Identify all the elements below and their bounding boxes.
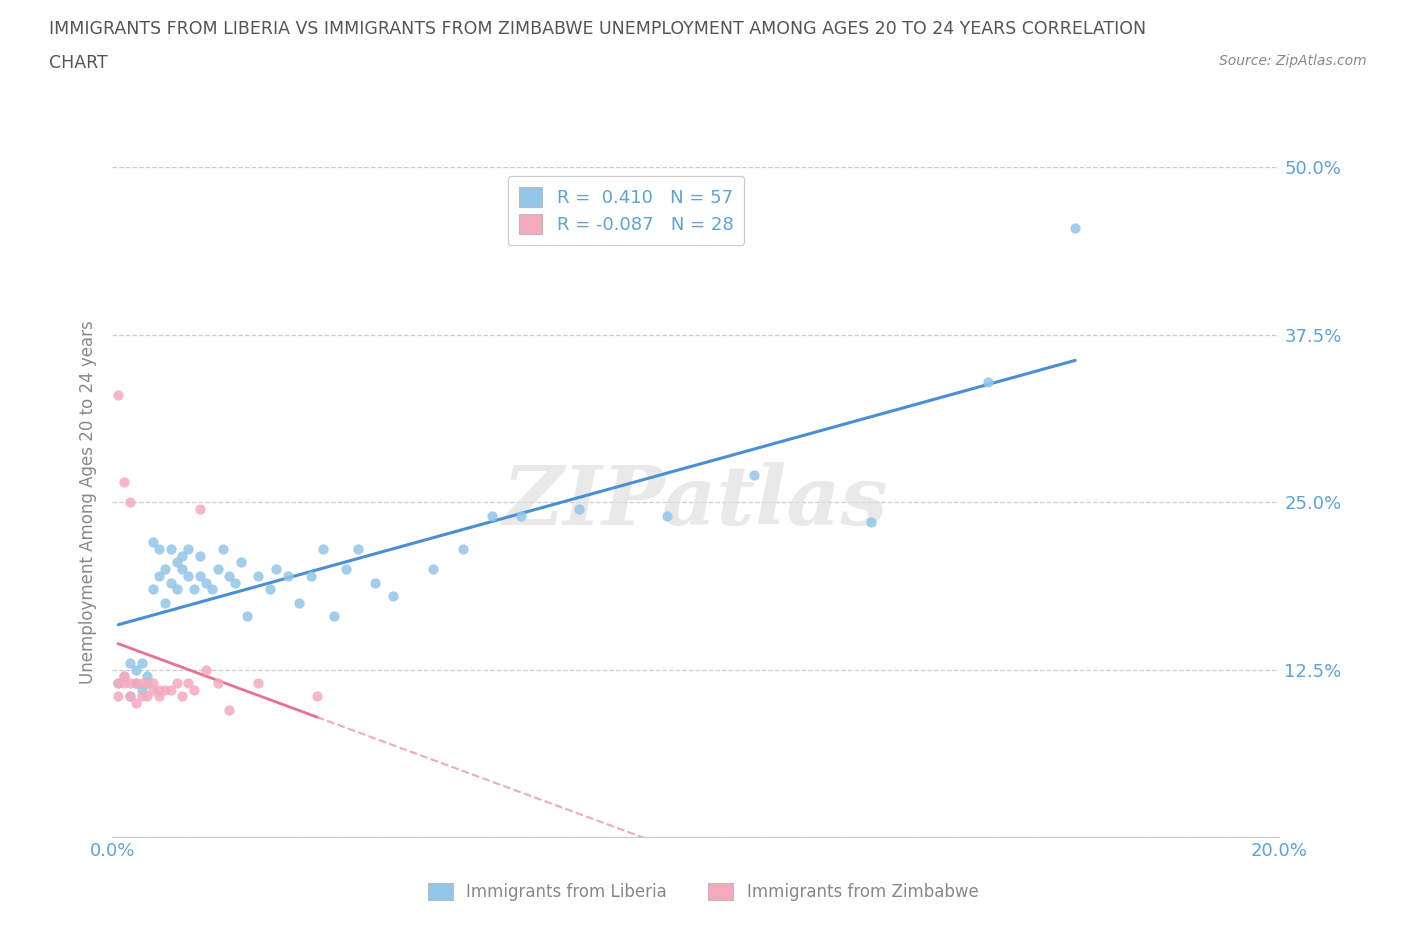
Point — [742, 468, 765, 483]
Point — [136, 669, 159, 684]
Legend: Immigrants from Liberia, Immigrants from Zimbabwe: Immigrants from Liberia, Immigrants from… — [420, 876, 986, 908]
Point — [172, 549, 194, 564]
Point — [194, 662, 217, 677]
Point — [136, 689, 159, 704]
Point — [118, 675, 141, 690]
Point — [188, 568, 211, 583]
Point — [218, 568, 240, 583]
Point — [422, 562, 444, 577]
Point — [323, 608, 346, 623]
Text: Source: ZipAtlas.com: Source: ZipAtlas.com — [1219, 54, 1367, 68]
Legend: R =  0.410   N = 57, R = -0.087   N = 28: R = 0.410 N = 57, R = -0.087 N = 28 — [508, 177, 744, 246]
Point — [183, 683, 205, 698]
Point — [131, 656, 153, 671]
Point — [235, 608, 257, 623]
Point — [859, 515, 883, 530]
Point — [153, 562, 176, 577]
Point — [148, 568, 170, 583]
Point — [166, 582, 188, 597]
Point — [112, 669, 135, 684]
Point — [655, 508, 678, 523]
Point — [1064, 220, 1087, 235]
Point — [568, 501, 591, 516]
Text: CHART: CHART — [49, 54, 108, 72]
Point — [142, 683, 165, 698]
Y-axis label: Unemployment Among Ages 20 to 24 years: Unemployment Among Ages 20 to 24 years — [79, 320, 97, 684]
Point — [207, 562, 229, 577]
Point — [247, 568, 270, 583]
Point — [131, 675, 153, 690]
Point — [381, 589, 404, 604]
Text: IMMIGRANTS FROM LIBERIA VS IMMIGRANTS FROM ZIMBABWE UNEMPLOYMENT AMONG AGES 20 T: IMMIGRANTS FROM LIBERIA VS IMMIGRANTS FR… — [49, 20, 1146, 38]
Point — [142, 535, 165, 550]
Point — [107, 675, 129, 690]
Point — [118, 495, 141, 510]
Point — [107, 388, 129, 403]
Point — [335, 562, 357, 577]
Point — [125, 662, 148, 677]
Point — [299, 568, 322, 583]
Point — [276, 568, 298, 583]
Point — [172, 562, 194, 577]
Point — [136, 675, 159, 690]
Point — [142, 675, 165, 690]
Point — [142, 582, 165, 597]
Point — [177, 568, 200, 583]
Point — [451, 541, 474, 556]
Point — [177, 675, 200, 690]
Point — [107, 675, 129, 690]
Point — [148, 541, 170, 556]
Point — [177, 541, 200, 556]
Point — [118, 689, 141, 704]
Point — [509, 508, 531, 523]
Point — [305, 689, 328, 704]
Point — [364, 575, 387, 590]
Point — [112, 675, 135, 690]
Point — [125, 675, 148, 690]
Point — [125, 696, 148, 711]
Point — [166, 675, 188, 690]
Point — [136, 675, 159, 690]
Point — [148, 683, 170, 698]
Point — [194, 575, 217, 590]
Point — [118, 656, 141, 671]
Point — [218, 702, 240, 717]
Point — [153, 683, 176, 698]
Point — [131, 689, 153, 704]
Point — [201, 582, 224, 597]
Point — [112, 669, 135, 684]
Point — [148, 689, 170, 704]
Point — [125, 675, 148, 690]
Point — [166, 555, 188, 570]
Point — [160, 541, 183, 556]
Text: ZIPatlas: ZIPatlas — [503, 462, 889, 542]
Point — [247, 675, 270, 690]
Point — [188, 501, 211, 516]
Point — [264, 562, 287, 577]
Point — [107, 689, 129, 704]
Point — [153, 595, 176, 610]
Point — [183, 582, 205, 597]
Point — [259, 582, 281, 597]
Point — [288, 595, 311, 610]
Point — [481, 508, 503, 523]
Point — [131, 683, 153, 698]
Point — [212, 541, 235, 556]
Point — [346, 541, 368, 556]
Point — [188, 549, 211, 564]
Point — [172, 689, 194, 704]
Point — [160, 683, 183, 698]
Point — [229, 555, 252, 570]
Point — [207, 675, 229, 690]
Point — [311, 541, 333, 556]
Point — [118, 689, 141, 704]
Point — [976, 374, 998, 389]
Point — [160, 575, 183, 590]
Point — [224, 575, 246, 590]
Point — [112, 474, 135, 489]
